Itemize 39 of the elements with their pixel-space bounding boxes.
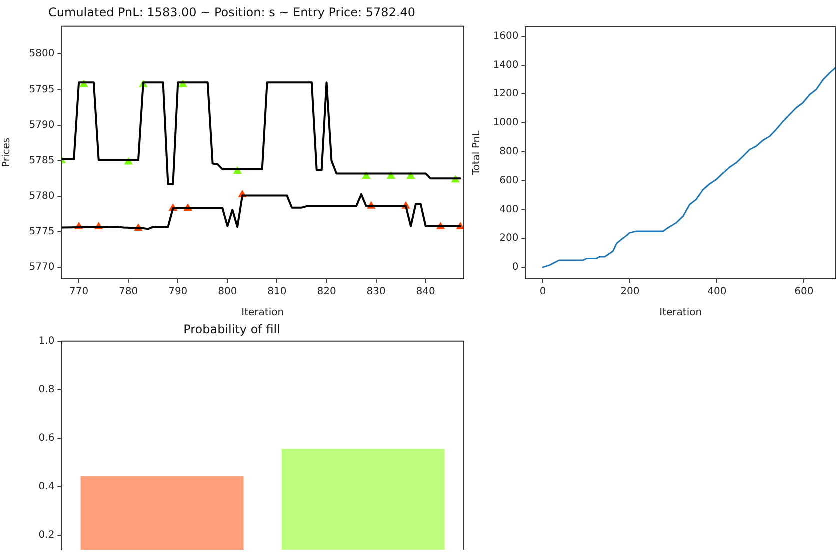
x-tick-label: 830 (366, 286, 386, 298)
y-tick-label: 400 (500, 204, 519, 216)
y-tick-label: 600 (500, 175, 519, 186)
x-tick-label: 600 (794, 286, 814, 298)
x-tick-label: 810 (268, 286, 287, 298)
y-tick-label: 5770 (29, 262, 55, 274)
y-tick-label: 800 (500, 146, 519, 158)
chart-title: Probability of fill (184, 322, 280, 336)
y-tick-label: 1200 (493, 88, 519, 100)
x-tick-label: 800 (218, 286, 238, 298)
y-axis-title: Total PnL (472, 130, 483, 176)
y-tick-label: 5775 (29, 226, 55, 238)
y-tick-label: 0.6 (38, 433, 55, 444)
x-tick-label: 820 (317, 286, 336, 298)
y-tick-label: 5795 (29, 84, 55, 96)
y-tick-label: 5790 (29, 120, 55, 131)
x-axis-title: Iteration (242, 308, 284, 319)
x-tick-label: 840 (416, 286, 436, 298)
x-tick-label: 0 (540, 286, 546, 298)
y-tick-label: 0.4 (38, 482, 55, 493)
y-axis-title: Prices (2, 138, 13, 168)
chart-title: Cumulated PnL: 1583.00 ~ Position: s ~ Entry Price: 5782.40 (48, 5, 416, 20)
y-tick-label: 200 (500, 233, 519, 244)
x-tick-label: 790 (168, 286, 188, 298)
x-axis-title: Iteration (660, 308, 702, 319)
y-tick-label: 1400 (493, 60, 519, 71)
y-tick-label: 0.8 (38, 384, 55, 396)
y-tick-label: 0.2 (38, 530, 55, 542)
x-tick-label: 780 (119, 286, 138, 298)
y-tick-label: 5780 (29, 191, 55, 202)
x-tick-label: 200 (620, 286, 640, 298)
y-tick-label: 1.0 (38, 336, 55, 347)
x-tick-label: 770 (69, 286, 89, 298)
y-tick-label: 1600 (493, 30, 519, 42)
y-tick-label: 1000 (493, 118, 519, 129)
y-tick-label: 0 (512, 262, 519, 274)
y-tick-label: 5785 (29, 155, 55, 166)
x-tick-label: 400 (708, 286, 727, 298)
y-tick-label: 5800 (29, 48, 55, 60)
